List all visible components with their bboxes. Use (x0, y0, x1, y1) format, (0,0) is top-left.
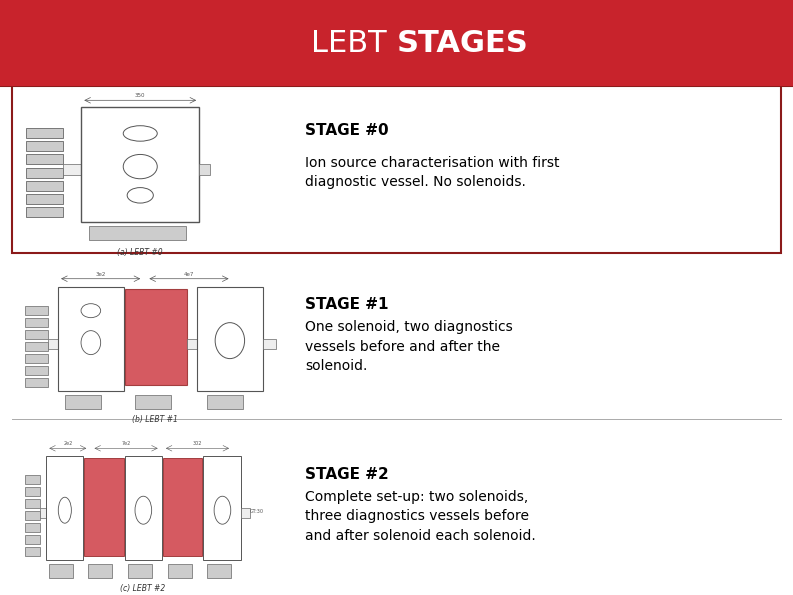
Ellipse shape (59, 497, 71, 523)
Bar (12, 80, 781, 253)
Text: 4e7: 4e7 (184, 272, 194, 277)
Bar (26, 208, 63, 217)
Text: STAGE #0: STAGE #0 (305, 123, 389, 139)
Bar (207, 394, 243, 409)
Bar (26, 194, 63, 204)
Bar (40, 508, 46, 518)
Bar (25, 523, 40, 532)
Text: (a) LEBT #0: (a) LEBT #0 (117, 248, 163, 258)
Bar (25, 499, 40, 508)
Bar (125, 456, 162, 560)
Bar (197, 287, 262, 390)
Ellipse shape (127, 187, 153, 203)
Bar (65, 394, 101, 409)
Bar (26, 168, 63, 178)
Bar (135, 394, 171, 409)
Bar (89, 226, 186, 240)
Text: STAGES: STAGES (396, 29, 528, 58)
Text: 302: 302 (193, 441, 202, 446)
Bar (25, 475, 40, 484)
Bar (26, 128, 63, 138)
Bar (25, 511, 40, 520)
Bar (25, 547, 40, 556)
Bar (207, 564, 231, 578)
Bar (125, 289, 187, 384)
Bar (163, 458, 202, 556)
Bar (46, 456, 83, 560)
Bar (167, 564, 191, 578)
Bar (88, 564, 112, 578)
Text: GT:30: GT:30 (250, 509, 264, 514)
Bar (25, 353, 48, 362)
Bar (48, 339, 58, 349)
Bar (63, 164, 82, 176)
Bar (241, 508, 250, 518)
Ellipse shape (214, 496, 231, 524)
Text: STAGE #1: STAGE #1 (305, 298, 389, 312)
Bar (26, 141, 63, 151)
Bar (25, 365, 48, 375)
Bar (128, 564, 152, 578)
Bar (262, 339, 276, 349)
Bar (82, 107, 199, 222)
Bar (26, 181, 63, 191)
Ellipse shape (135, 496, 151, 524)
Bar (25, 306, 48, 315)
Text: 3e2: 3e2 (95, 272, 105, 277)
Ellipse shape (81, 303, 101, 318)
Ellipse shape (123, 126, 157, 141)
Ellipse shape (81, 331, 101, 355)
Bar (0, 0, 793, 86)
Bar (25, 318, 48, 327)
Text: 2e2: 2e2 (63, 441, 72, 446)
Bar (48, 564, 72, 578)
Bar (26, 155, 63, 164)
Bar (203, 456, 241, 560)
Bar (58, 287, 124, 390)
Text: 350: 350 (135, 93, 145, 98)
Bar (25, 535, 40, 544)
Text: Ion source characterisation with first
diagnostic vessel. No solenoids.: Ion source characterisation with first d… (305, 156, 560, 189)
Bar (84, 458, 124, 556)
Text: Complete set-up: two solenoids,
three diagnostics vessels before
and after solen: Complete set-up: two solenoids, three di… (305, 490, 536, 543)
Bar (25, 342, 48, 350)
Text: LEBT: LEBT (311, 29, 396, 58)
Bar (25, 487, 40, 496)
Bar (25, 378, 48, 387)
Text: STAGE #2: STAGE #2 (305, 467, 389, 482)
Bar (187, 339, 197, 349)
Ellipse shape (123, 155, 157, 178)
Ellipse shape (215, 322, 244, 359)
Text: (c) LEBT #2: (c) LEBT #2 (120, 584, 166, 593)
Text: 7e2: 7e2 (121, 441, 131, 446)
Bar (25, 330, 48, 339)
Bar (199, 164, 209, 176)
Text: (b) LEBT #1: (b) LEBT #1 (132, 415, 178, 424)
Text: One solenoid, two diagnostics
vessels before and after the
solenoid.: One solenoid, two diagnostics vessels be… (305, 320, 513, 373)
